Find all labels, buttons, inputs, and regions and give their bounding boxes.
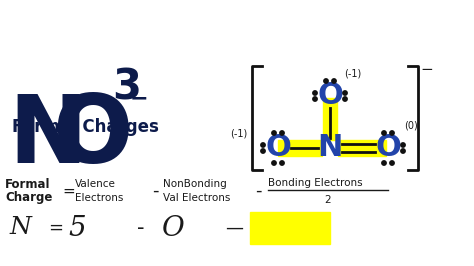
Text: O: O — [317, 81, 343, 110]
Circle shape — [313, 91, 317, 95]
Text: -: - — [152, 182, 158, 200]
Text: Charge: Charge — [5, 192, 52, 205]
Text: N: N — [8, 91, 87, 183]
Text: Formal Charges: Formal Charges — [12, 118, 159, 136]
Bar — [323, 98, 337, 140]
Text: Val Electrons: Val Electrons — [163, 193, 230, 203]
Bar — [338, 140, 386, 156]
Text: (-1): (-1) — [230, 129, 247, 139]
Circle shape — [401, 143, 405, 147]
Text: 2: 2 — [325, 195, 331, 205]
Text: O: O — [52, 91, 132, 183]
Circle shape — [313, 97, 317, 101]
Text: =: = — [48, 219, 63, 237]
Bar — [250, 212, 330, 244]
Text: O: O — [265, 134, 291, 163]
Circle shape — [332, 79, 336, 83]
Circle shape — [324, 79, 328, 83]
Text: Valence: Valence — [75, 179, 116, 189]
Text: Electrons: Electrons — [75, 193, 123, 203]
Text: 3: 3 — [112, 66, 141, 108]
Text: N: N — [317, 134, 343, 163]
Circle shape — [272, 161, 276, 165]
Circle shape — [343, 91, 347, 95]
Text: −: − — [420, 62, 433, 77]
Circle shape — [382, 161, 386, 165]
Text: O: O — [375, 134, 401, 163]
Circle shape — [280, 161, 284, 165]
Circle shape — [261, 143, 265, 147]
Text: Formal: Formal — [5, 177, 51, 190]
Text: —: — — [225, 219, 243, 237]
Circle shape — [390, 161, 394, 165]
Text: -: - — [137, 218, 145, 238]
Text: O: O — [162, 214, 185, 242]
Text: (-1): (-1) — [344, 69, 361, 79]
Text: -: - — [255, 182, 262, 200]
Circle shape — [280, 131, 284, 135]
Circle shape — [401, 149, 405, 153]
Circle shape — [343, 97, 347, 101]
Text: 5: 5 — [68, 214, 86, 242]
Circle shape — [390, 131, 394, 135]
Circle shape — [261, 149, 265, 153]
Text: N: N — [10, 217, 32, 239]
Text: Bonding Electrons: Bonding Electrons — [268, 178, 363, 188]
Text: (0): (0) — [404, 121, 418, 131]
Circle shape — [382, 131, 386, 135]
Circle shape — [272, 131, 276, 135]
Text: −: − — [130, 88, 149, 108]
Bar — [278, 140, 322, 156]
Text: =: = — [62, 184, 75, 198]
Text: NonBonding: NonBonding — [163, 179, 227, 189]
